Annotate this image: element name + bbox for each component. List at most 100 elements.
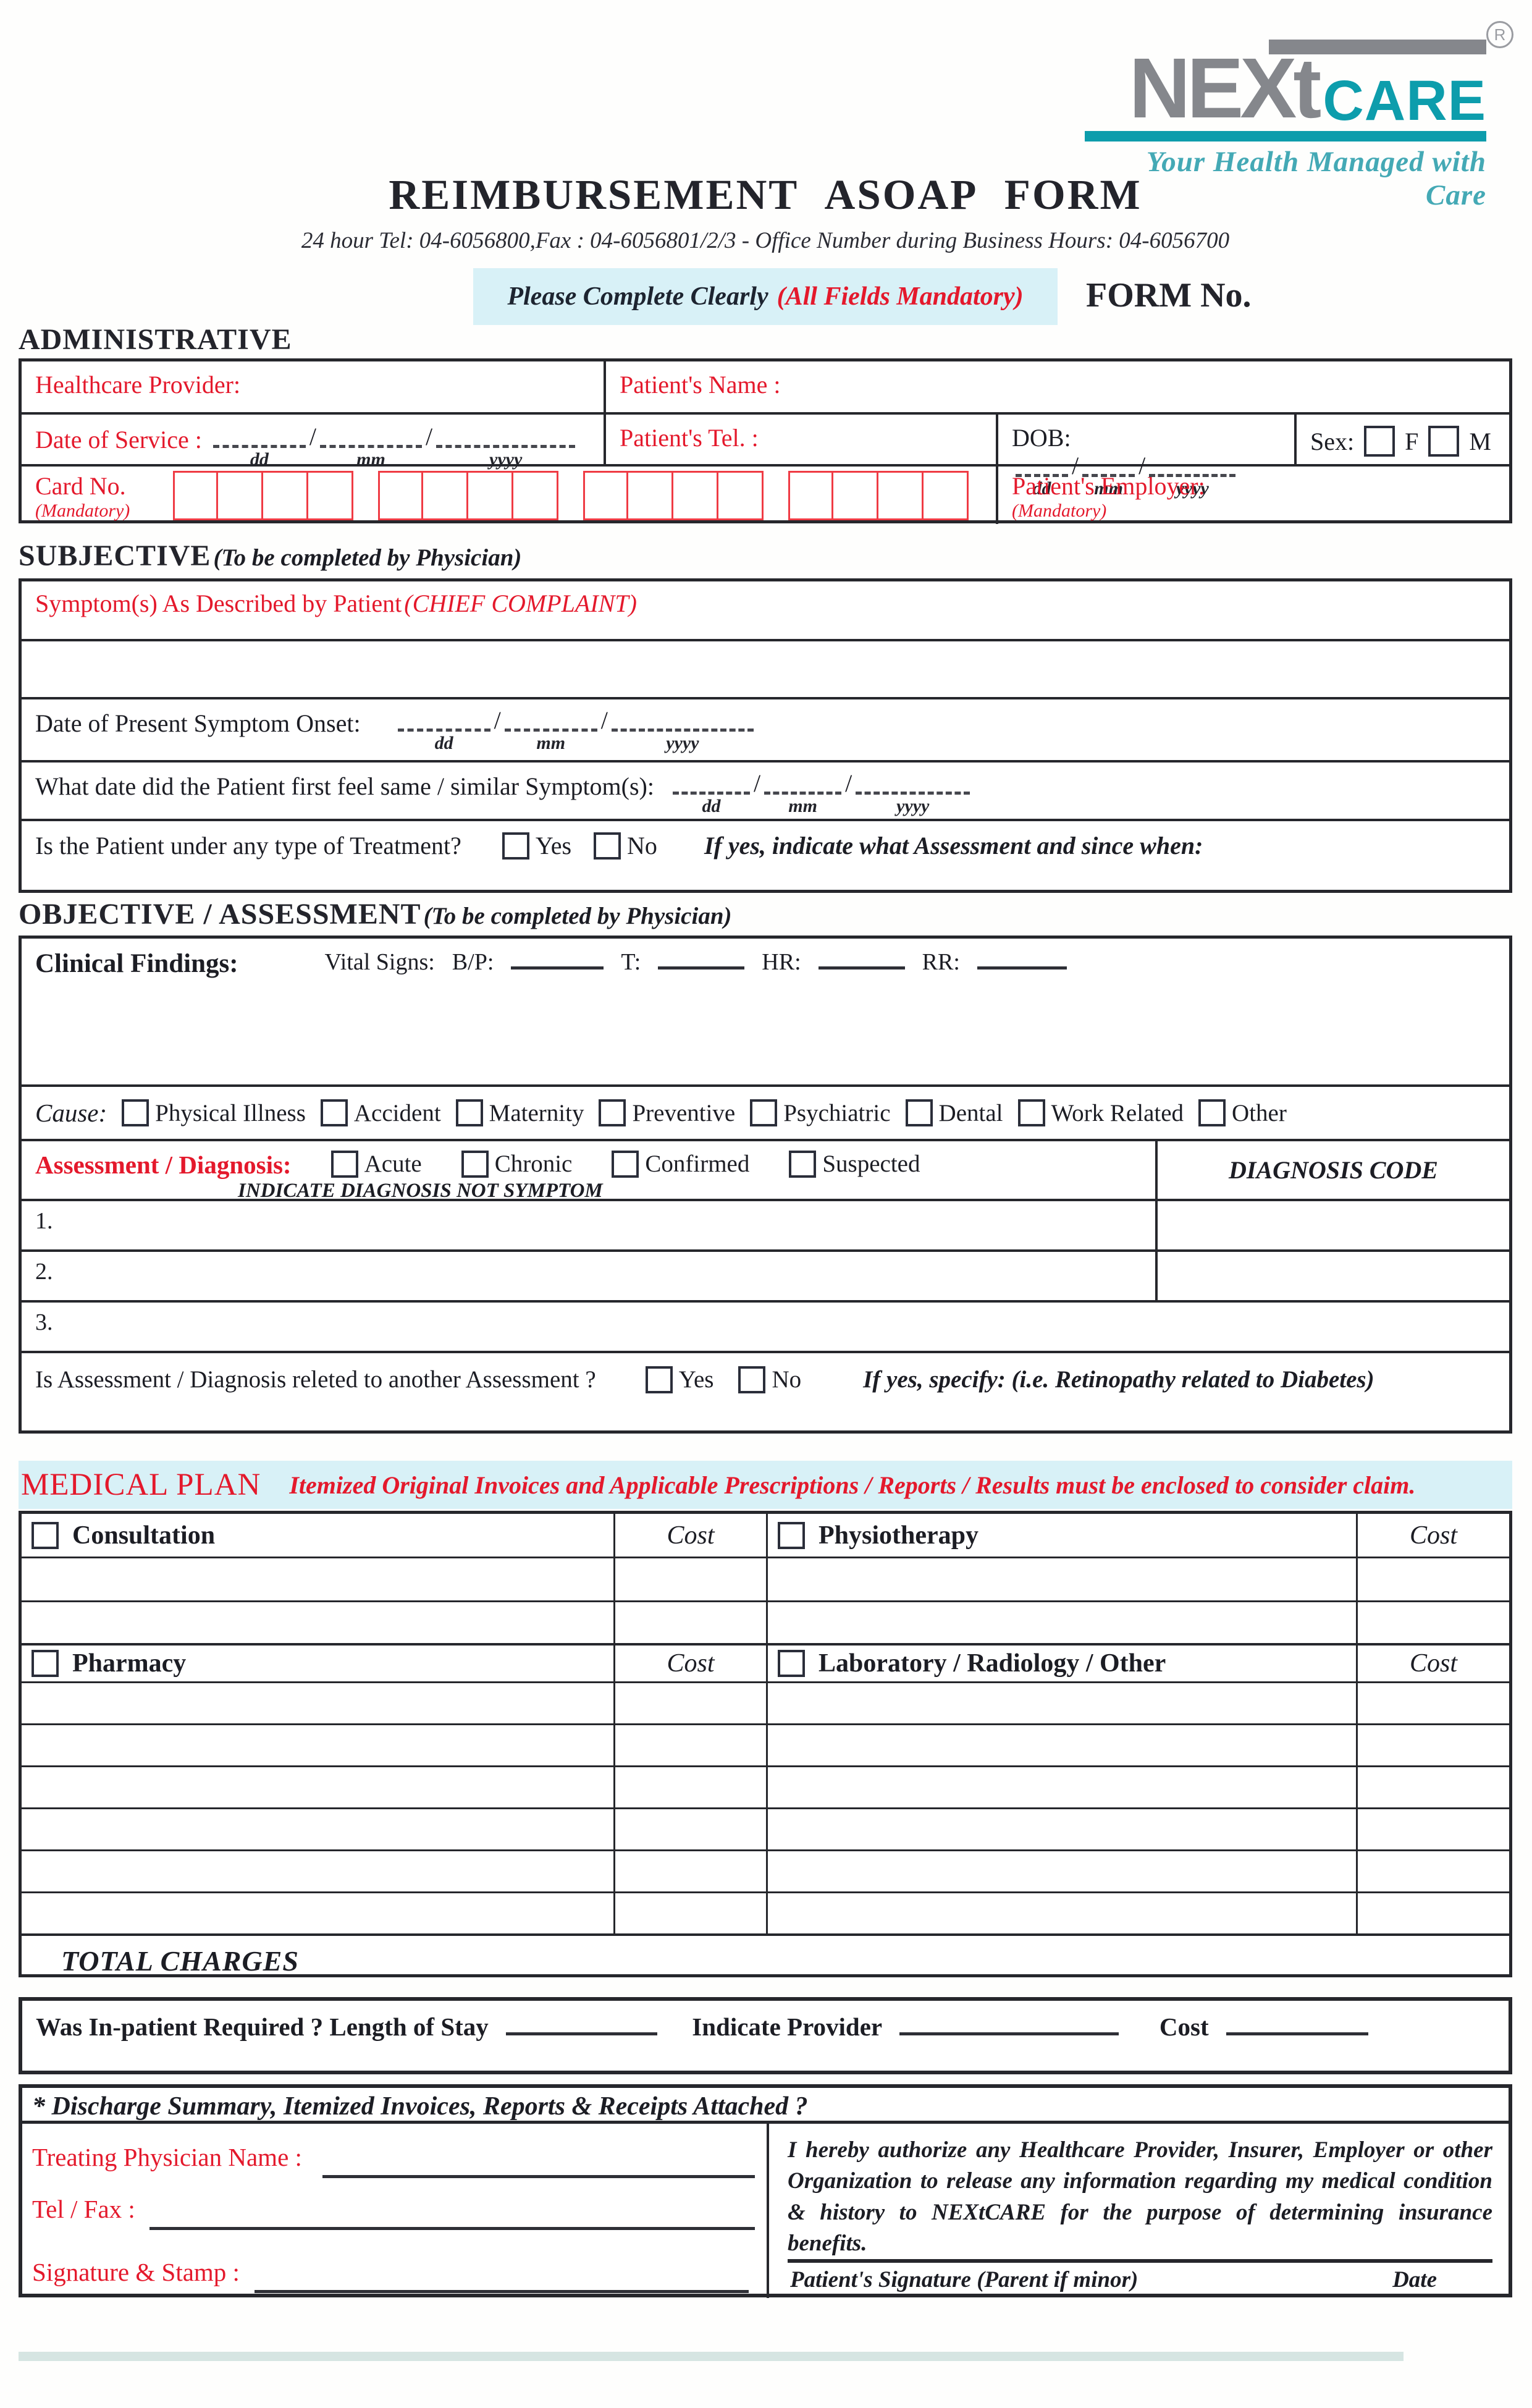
card-digit-cell[interactable] — [833, 470, 878, 520]
patients-employer-field[interactable]: Patient's Employer: (Mandatory) — [996, 467, 1509, 524]
length-of-stay-blank[interactable] — [506, 2032, 658, 2035]
cause-preventive-checkbox[interactable] — [599, 1099, 626, 1126]
card-digit-cell[interactable] — [378, 470, 423, 520]
assessment-chronic-checkbox[interactable] — [461, 1150, 489, 1178]
rr-blank[interactable] — [977, 966, 1067, 970]
patients-name-field[interactable]: Patient's Name : — [604, 361, 1509, 412]
card-digit-cell[interactable] — [673, 470, 718, 520]
diagnosis-code-2-field[interactable] — [1155, 1252, 1509, 1300]
card-digit-cell[interactable] — [308, 470, 353, 520]
inpatient-cost-blank[interactable] — [1226, 2032, 1368, 2035]
card-digit-cell[interactable] — [263, 470, 308, 520]
item-cell[interactable] — [22, 1725, 613, 1765]
cost-cell[interactable] — [613, 1809, 766, 1849]
t-blank[interactable] — [658, 966, 745, 970]
cost-cell[interactable] — [1356, 1851, 1509, 1891]
telfax-line[interactable] — [149, 2224, 755, 2230]
patient-signature-line[interactable] — [788, 2259, 1492, 2263]
item-cell[interactable] — [766, 1683, 1356, 1723]
treatment-no-checkbox[interactable] — [594, 832, 621, 860]
cost-cell[interactable] — [1356, 1602, 1509, 1643]
card-digit-cell[interactable] — [628, 470, 673, 520]
card-digit-cell[interactable] — [878, 470, 924, 520]
signature-stamp-line[interactable] — [255, 2287, 749, 2293]
treating-physician-field[interactable]: Treating Physician Name : — [32, 2142, 767, 2178]
cost-cell[interactable] — [1356, 1893, 1509, 1933]
physiotherapy-checkbox[interactable] — [778, 1521, 805, 1549]
related-yes-checkbox[interactable] — [645, 1366, 673, 1393]
card-digit-cell[interactable] — [173, 470, 218, 520]
cost-cell[interactable] — [613, 1767, 766, 1807]
item-cell[interactable] — [766, 1767, 1356, 1807]
cause-other-checkbox[interactable] — [1198, 1099, 1226, 1126]
cause-psychiatric-checkbox[interactable] — [750, 1099, 778, 1126]
signature-stamp-field[interactable]: Signature & Stamp : — [32, 2257, 767, 2293]
card-digit-cell[interactable] — [218, 470, 263, 520]
assessment-confirmed-checkbox[interactable] — [612, 1150, 639, 1178]
item-cell[interactable] — [22, 1809, 613, 1849]
cost-cell[interactable] — [1356, 1725, 1509, 1765]
cause-dental-checkbox[interactable] — [905, 1099, 933, 1126]
cost-cell[interactable] — [613, 1683, 766, 1723]
assessment-acute-checkbox[interactable] — [330, 1150, 358, 1178]
item-cell[interactable] — [766, 1602, 1356, 1643]
item-cell[interactable] — [22, 1893, 613, 1933]
cost-cell[interactable] — [1356, 1809, 1509, 1849]
card-digit-cell[interactable] — [583, 470, 628, 520]
pharmacy-checkbox[interactable] — [32, 1650, 59, 1677]
item-cell[interactable] — [22, 1767, 613, 1807]
clinical-findings-field[interactable]: Clinical Findings: Vital Signs: B/P: T: … — [22, 939, 1509, 1084]
symptoms-field[interactable]: Symptom(s) As Described by Patient (CHIE… — [22, 581, 1509, 639]
assessment-suspected-checkbox[interactable] — [789, 1150, 817, 1178]
item-cell[interactable] — [766, 1558, 1356, 1600]
laboratory-checkbox[interactable] — [778, 1650, 805, 1677]
sex-f-checkbox[interactable] — [1364, 426, 1395, 457]
cost-cell[interactable] — [613, 1851, 766, 1891]
item-cell[interactable] — [22, 1683, 613, 1723]
diagnosis-code-1-field[interactable] — [1155, 1201, 1509, 1249]
sex-m-checkbox[interactable] — [1428, 426, 1460, 457]
cost-cell[interactable] — [1356, 1683, 1509, 1723]
cause-accident-checkbox[interactable] — [320, 1099, 348, 1126]
card-digit-cell[interactable] — [924, 470, 969, 520]
cost-cell[interactable] — [613, 1725, 766, 1765]
card-digit-cell[interactable] — [718, 470, 764, 520]
dob-field[interactable]: DOB: dd / mm / yyyy — [996, 415, 1294, 499]
related-no-checkbox[interactable] — [738, 1366, 766, 1393]
item-cell[interactable] — [766, 1809, 1356, 1849]
patients-tel-field[interactable]: Patient's Tel. : — [604, 415, 996, 464]
cause-work-related-checkbox[interactable] — [1017, 1099, 1045, 1126]
item-cell[interactable] — [22, 1558, 613, 1600]
item-cell[interactable] — [766, 1725, 1356, 1765]
cost-cell[interactable] — [613, 1602, 766, 1643]
cost-cell[interactable] — [613, 1558, 766, 1600]
cost-cell[interactable] — [1356, 1767, 1509, 1807]
diagnosis-3-field[interactable]: 3. — [35, 1309, 53, 1335]
item-cell[interactable] — [22, 1851, 613, 1891]
item-cell[interactable] — [22, 1602, 613, 1643]
treating-physician-line[interactable] — [322, 2172, 755, 2178]
onset-field[interactable]: Date of Present Symptom Onset: dd / mm / yyyy — [22, 697, 1509, 760]
cost-cell[interactable] — [613, 1893, 766, 1933]
consultation-checkbox[interactable] — [32, 1521, 59, 1549]
symptoms-extra-line[interactable] — [22, 639, 1509, 697]
cost-cell[interactable] — [1356, 1558, 1509, 1600]
hr-blank[interactable] — [818, 966, 905, 970]
similar-symptom-field[interactable]: What date did the Patient first feel sam… — [22, 760, 1509, 819]
healthcare-provider-field[interactable]: Healthcare Provider: — [35, 371, 241, 399]
card-digit-cell[interactable] — [513, 470, 558, 520]
diagnosis-3-extra[interactable] — [1155, 1303, 1509, 1351]
provider-blank[interactable] — [899, 2032, 1119, 2035]
diagnosis-1-field[interactable]: 1. — [35, 1208, 53, 1234]
bp-blank[interactable] — [511, 966, 604, 970]
telfax-field[interactable]: Tel / Fax : — [32, 2194, 767, 2230]
diagnosis-2-field[interactable]: 2. — [35, 1259, 53, 1285]
card-digit-cell[interactable] — [468, 470, 513, 520]
treatment-yes-checkbox[interactable] — [502, 832, 529, 860]
card-digit-cell[interactable] — [423, 470, 468, 520]
item-cell[interactable] — [766, 1851, 1356, 1891]
date-of-service-field[interactable]: Date of Service : dd / mm / yyyy — [22, 415, 604, 470]
card-digit-cell[interactable] — [788, 470, 833, 520]
item-cell[interactable] — [766, 1893, 1356, 1933]
cause-physical-illness-checkbox[interactable] — [122, 1099, 149, 1126]
